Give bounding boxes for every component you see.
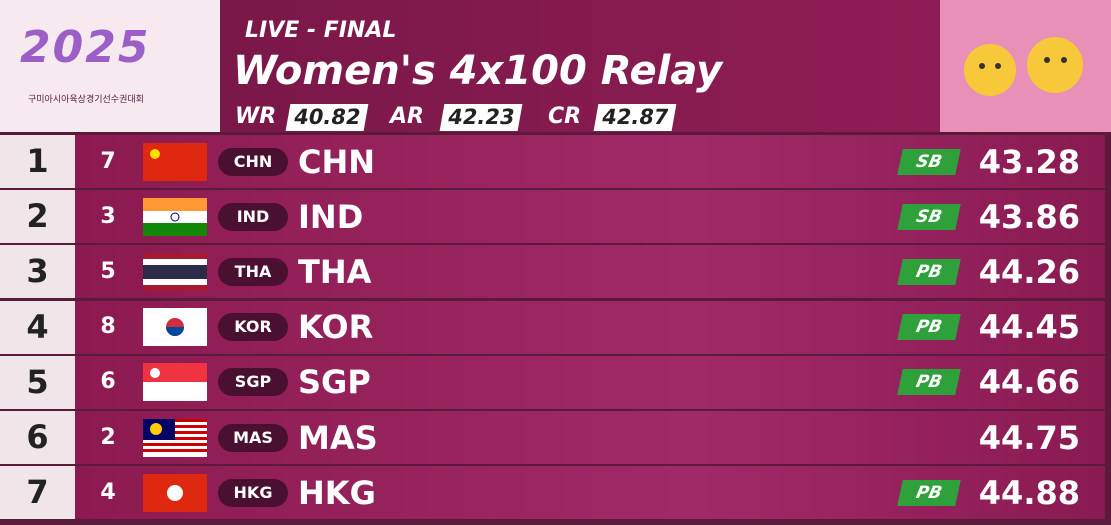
status: LIVE - FINAL bbox=[245, 18, 397, 43]
country-name: KOR bbox=[298, 308, 374, 347]
result-time: 44.88 bbox=[978, 473, 1080, 512]
country-name: HKG bbox=[298, 473, 376, 512]
country-name: IND bbox=[298, 197, 364, 236]
result-time: 44.75 bbox=[978, 418, 1080, 457]
mascot-panel bbox=[940, 0, 1111, 132]
flag-icon bbox=[143, 142, 207, 181]
flag-icon bbox=[143, 197, 207, 236]
flag bbox=[143, 418, 207, 461]
logo-year: 2025 bbox=[20, 22, 151, 73]
flag-icon bbox=[143, 473, 207, 512]
record-label: WR bbox=[235, 104, 277, 129]
rank-cell: 4 bbox=[0, 300, 75, 354]
country-code: SGP bbox=[218, 368, 288, 397]
flag-icon bbox=[143, 308, 207, 347]
flag-icon bbox=[143, 418, 207, 457]
result-time: 44.26 bbox=[978, 252, 1080, 291]
country-code: HKG bbox=[218, 478, 288, 507]
rank-cell: 1 bbox=[0, 135, 75, 188]
result-time: 43.86 bbox=[978, 197, 1080, 236]
result-time: 44.45 bbox=[978, 308, 1080, 347]
country-name: THA bbox=[298, 252, 372, 291]
country-code: THA bbox=[218, 257, 288, 286]
lane: 7 bbox=[100, 148, 116, 174]
logo-subtitle: 구미아시아육상경기선수권대회 bbox=[28, 95, 144, 105]
logo-panel bbox=[0, 0, 220, 132]
event-title: Women's 4x100 Relay bbox=[233, 48, 723, 94]
country-code: CHN bbox=[218, 147, 288, 176]
record-label: AR bbox=[390, 104, 424, 129]
rank-cell: 3 bbox=[0, 245, 75, 299]
record-label: CR bbox=[548, 104, 582, 129]
country-code: IND bbox=[218, 202, 288, 231]
flag bbox=[143, 363, 207, 405]
flag bbox=[143, 473, 207, 516]
country-code: MAS bbox=[218, 423, 288, 452]
record-time: 42.87 bbox=[593, 104, 677, 131]
country-name: MAS bbox=[298, 418, 378, 457]
flag bbox=[143, 197, 207, 240]
country-code: KOR bbox=[218, 313, 288, 342]
lane: 5 bbox=[100, 258, 116, 284]
record-time: 42.23 bbox=[439, 104, 523, 131]
lane: 4 bbox=[100, 479, 116, 505]
country-name: CHN bbox=[298, 142, 376, 181]
rank-cell: 6 bbox=[0, 411, 75, 464]
lane: 6 bbox=[100, 369, 116, 395]
rank-cell: 2 bbox=[0, 190, 75, 244]
lane: 3 bbox=[100, 203, 116, 229]
lane: 2 bbox=[100, 424, 116, 450]
lane: 8 bbox=[100, 314, 116, 340]
result-time: 44.66 bbox=[978, 363, 1080, 402]
rank-cell: 7 bbox=[0, 466, 75, 520]
result-time: 43.28 bbox=[978, 142, 1080, 181]
record-time: 40.82 bbox=[285, 104, 369, 131]
country-name: SGP bbox=[298, 363, 371, 402]
flag bbox=[143, 252, 207, 295]
flag-icon bbox=[143, 363, 207, 402]
flag bbox=[143, 308, 207, 350]
rank-cell: 5 bbox=[0, 355, 75, 409]
flag bbox=[143, 142, 207, 185]
flag-icon bbox=[143, 252, 207, 291]
mascots bbox=[964, 37, 1083, 96]
